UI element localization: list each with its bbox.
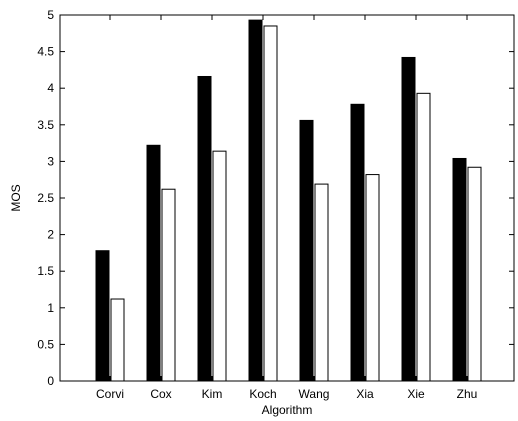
y-axis: 0 0.5 1 1.5 2 2.5 3 3.5 4 4.5 5 — [37, 8, 514, 388]
y-tick-label: 1.5 — [37, 264, 54, 278]
y-tick-label: 2 — [47, 228, 54, 242]
y-tick-label: 0.5 — [37, 337, 54, 351]
bar-xie-series-2 — [416, 92, 431, 382]
bar-wang-series-2 — [314, 183, 329, 382]
plot-area — [59, 14, 515, 382]
bar-zhu-series-2 — [467, 166, 482, 382]
y-tick-label: 1 — [47, 301, 54, 315]
x-axis: Corvi Cox Kim Koch Wang Xia Xie Zhu — [96, 15, 477, 401]
x-tick-label: Xie — [407, 387, 425, 401]
y-tick-label: 4.5 — [37, 45, 54, 59]
x-tick-label: Cox — [150, 387, 171, 401]
y-tick-label: 3.5 — [37, 118, 54, 132]
y-tick-label: 2.5 — [37, 191, 54, 205]
x-axis-label: Algorithm — [262, 403, 313, 417]
x-tick-label: Zhu — [457, 387, 478, 401]
bar-xia-series-2 — [365, 174, 380, 382]
y-tick-label: 5 — [47, 8, 54, 22]
y-tick-label: 4 — [47, 81, 54, 95]
bar-xia-series-1 — [350, 103, 365, 382]
bar-kim-series-2 — [212, 150, 227, 382]
x-tick-label: Xia — [356, 387, 374, 401]
y-tick-label: 0 — [47, 374, 54, 388]
bar-wang-series-1 — [299, 119, 314, 382]
bar-zhu-series-1 — [452, 157, 467, 382]
bar-kim-series-1 — [197, 75, 212, 382]
x-tick-label: Wang — [299, 387, 330, 401]
bar-cox-series-2 — [161, 188, 176, 382]
bar-koch-series-2 — [263, 25, 278, 382]
y-axis-label: MOS — [9, 184, 23, 211]
x-tick-label: Corvi — [96, 387, 124, 401]
y-tick-label: 3 — [47, 154, 54, 168]
bar-corvi-series-2 — [110, 298, 125, 382]
bar-corvi-series-1 — [95, 250, 110, 382]
bar-xie-series-1 — [401, 56, 416, 382]
bar-series — [95, 19, 482, 382]
x-tick-label: Koch — [249, 387, 276, 401]
x-tick-label: Kim — [202, 387, 223, 401]
bar-koch-series-1 — [248, 19, 263, 382]
bar-cox-series-1 — [146, 144, 161, 382]
